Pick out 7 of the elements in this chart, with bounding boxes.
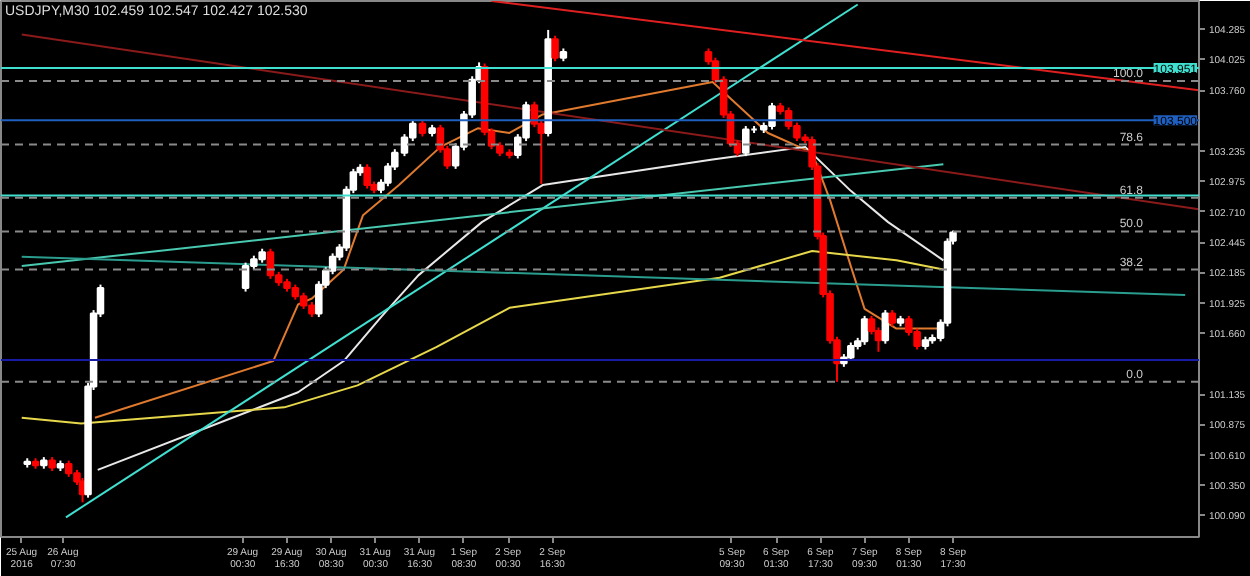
candlestick — [860, 314, 869, 346]
candlestick — [551, 34, 559, 63]
candlestick — [768, 101, 776, 131]
line-series — [20, 250, 945, 425]
candlestick — [742, 125, 750, 158]
candlestick — [363, 163, 371, 190]
line-series — [96, 145, 945, 471]
